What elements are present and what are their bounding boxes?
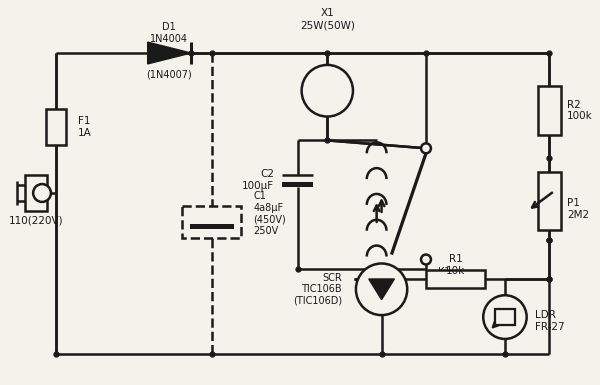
Polygon shape — [148, 42, 191, 64]
Circle shape — [356, 263, 407, 315]
Text: (1N4007): (1N4007) — [146, 70, 192, 80]
Text: D1
1N4004: D1 1N4004 — [151, 22, 188, 44]
Circle shape — [302, 65, 353, 117]
Bar — [46, 109, 66, 146]
Bar — [282, 182, 313, 187]
Text: C2
100μF: C2 100μF — [242, 169, 274, 191]
Bar — [25, 175, 47, 211]
Circle shape — [421, 143, 431, 153]
Circle shape — [421, 254, 431, 264]
Text: X1
25W(50W): X1 25W(50W) — [300, 8, 355, 30]
Bar — [538, 172, 561, 230]
Bar — [495, 309, 515, 325]
Bar — [190, 224, 233, 229]
Bar — [538, 86, 561, 136]
Text: SCR
TIC106B
(TIC106D): SCR TIC106B (TIC106D) — [293, 273, 342, 306]
Text: LDR
FR-27: LDR FR-27 — [535, 310, 564, 332]
Text: C1
4a8μF
(450V)
250V: C1 4a8μF (450V) 250V — [253, 191, 286, 236]
Text: 110(220V): 110(220V) — [9, 216, 64, 226]
Text: F1
1A: F1 1A — [77, 116, 91, 138]
Bar — [182, 206, 241, 238]
Text: R1
10k: R1 10k — [446, 254, 465, 276]
Polygon shape — [369, 279, 394, 300]
Text: P1
2M2: P1 2M2 — [567, 198, 589, 220]
Circle shape — [33, 184, 51, 202]
Text: R2
100k: R2 100k — [567, 100, 593, 121]
Bar — [426, 270, 485, 288]
Text: K1
G1RC2: K1 G1RC2 — [438, 266, 471, 288]
Circle shape — [483, 295, 527, 339]
